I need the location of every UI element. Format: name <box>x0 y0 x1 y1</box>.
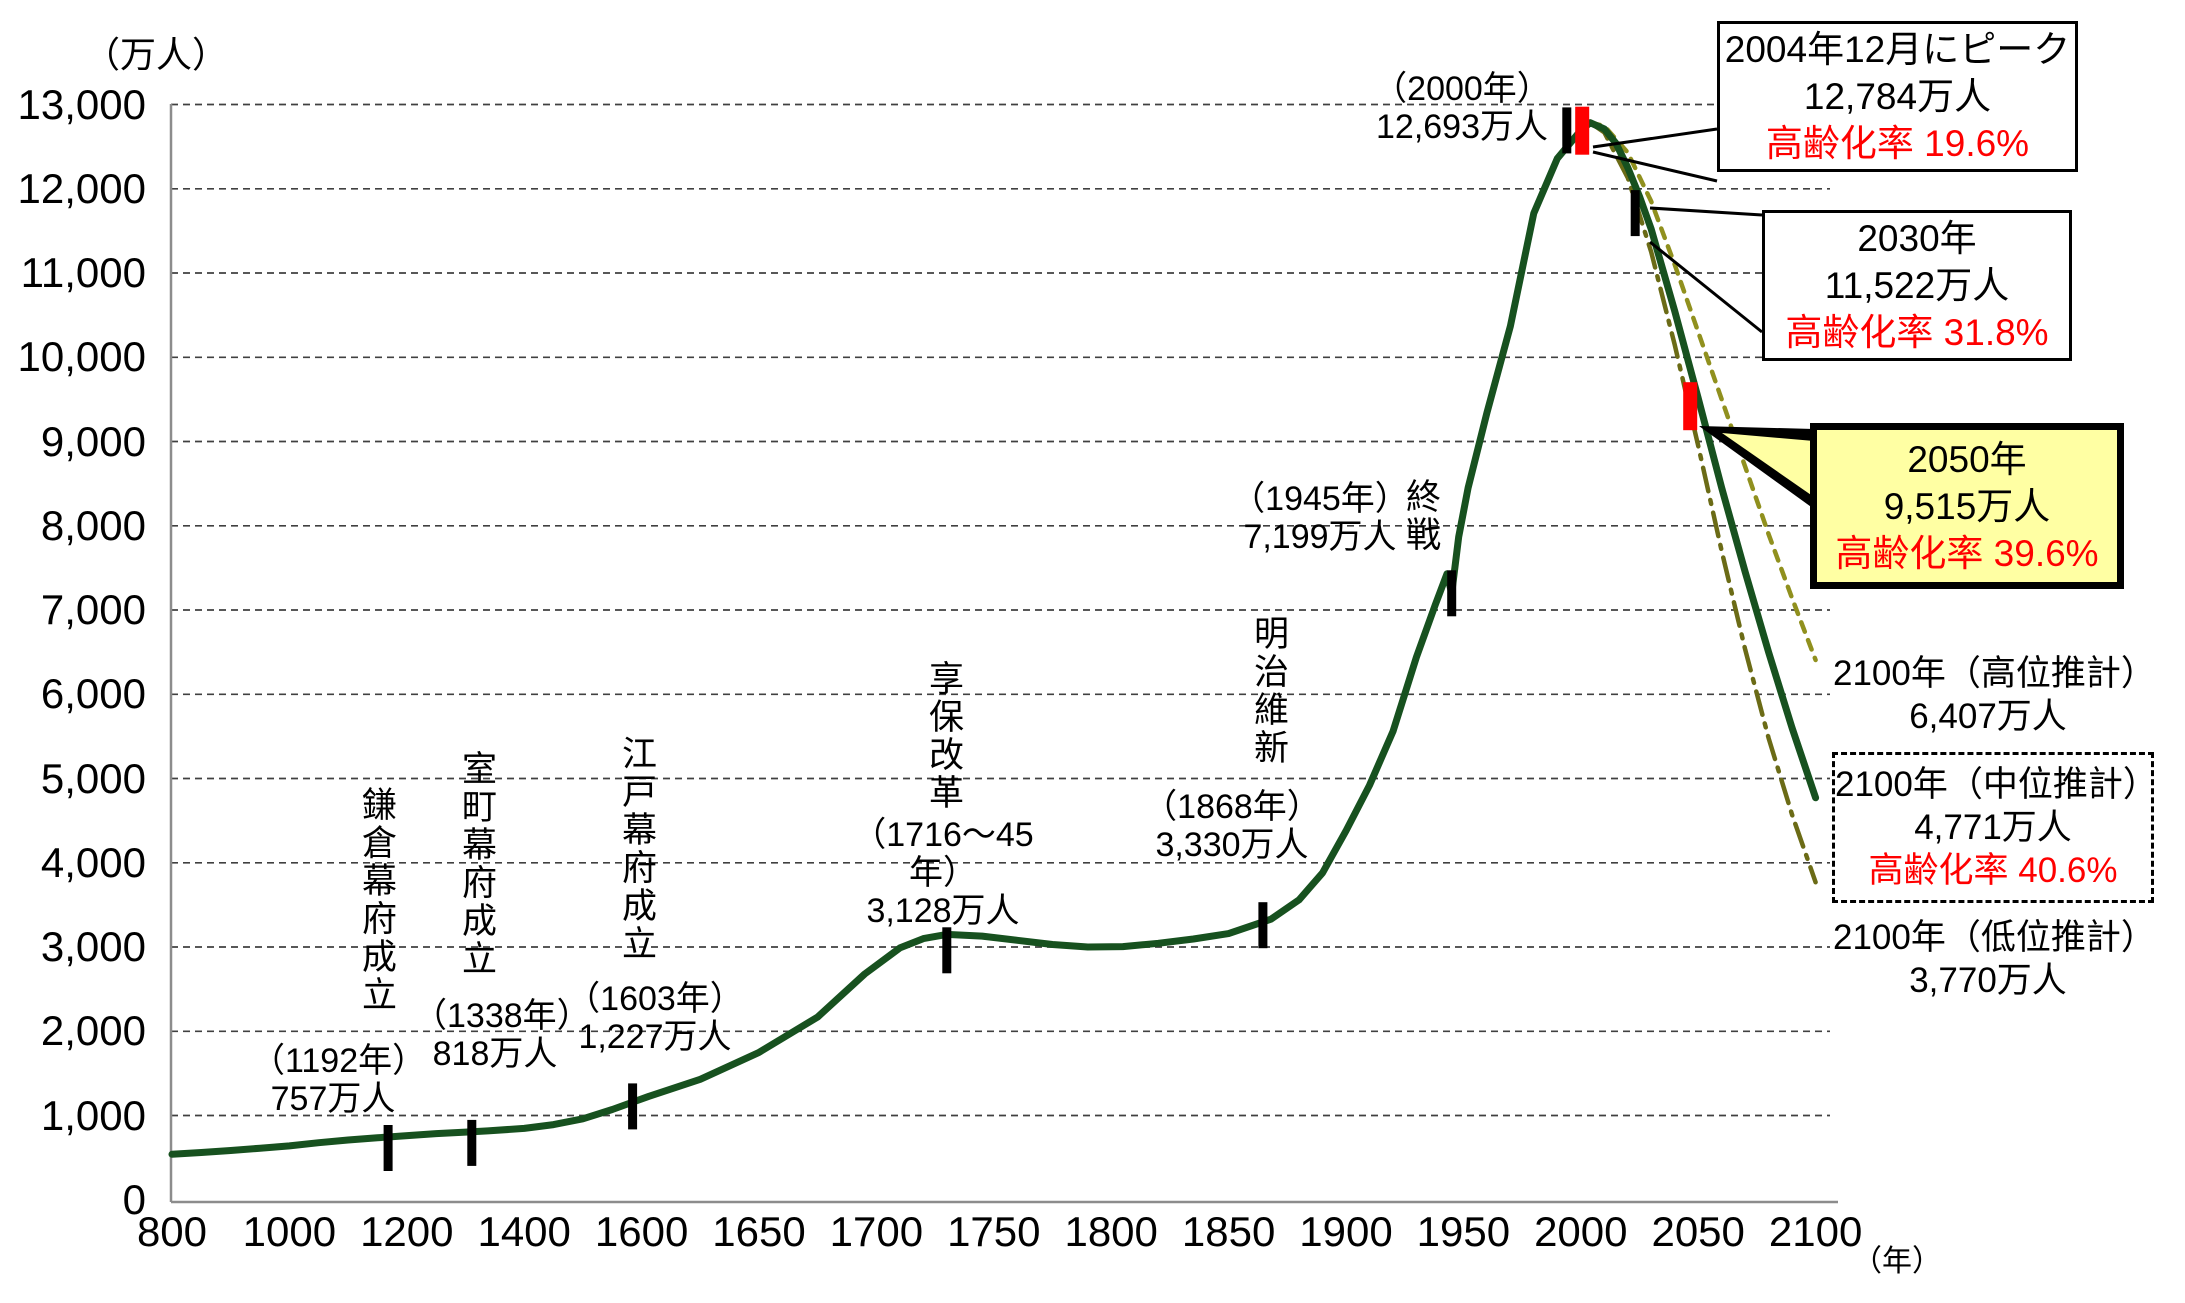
projection-population: 3,770万人 <box>1909 961 2067 1000</box>
y-axis-unit-label: （万人） <box>84 34 229 75</box>
y-tick-label: 12,000 <box>17 164 146 212</box>
callout-title: 2050年 <box>1907 438 2027 480</box>
event-pop-note: 3,128万人 <box>866 892 1020 930</box>
x-tick-label: 1950 <box>1416 1208 1511 1255</box>
event-title-end-of-wwii: 終戦 <box>1401 478 1440 554</box>
event-note-edo: （1603年） 1,227万人 <box>560 980 750 1056</box>
event-year-note: （1716～45年） <box>852 816 1034 892</box>
event-pop-note: 3,330万人 <box>1155 826 1309 864</box>
y-tick-label: 9,000 <box>40 417 146 465</box>
x-tick-label: 2050 <box>1651 1208 1745 1255</box>
projection-population: 4,771万人 <box>1914 808 2072 847</box>
y-tick-label: 6,000 <box>40 670 146 718</box>
x-tick-label: 1850 <box>1181 1208 1276 1255</box>
x-tick-label: 1900 <box>1299 1208 1393 1255</box>
callout-title: 2030年 <box>1857 218 1977 259</box>
y-tick-label: 13,000 <box>17 80 146 128</box>
callout-leader-lines <box>1592 127 1763 334</box>
event-title-kyoho-reforms: 享保改革 <box>924 660 963 812</box>
projection-population: 6,407万人 <box>1909 697 2067 736</box>
projection-title: 2100年（低位推計） <box>1833 918 2156 957</box>
label-2100-low-projection: 2100年（低位推計） 3,770万人 <box>1833 916 2156 1002</box>
projection-title: 2100年（中位推計） <box>1835 765 2158 804</box>
y-tick-label: 3,000 <box>40 923 146 971</box>
event-note-kamakura: （1192年） 757万人 <box>251 1042 427 1118</box>
event-pop-note: 818万人 <box>432 1035 558 1073</box>
callout-population: 9,515万人 <box>1883 485 2051 527</box>
y-tick-label: 11,000 <box>20 249 146 297</box>
event-year-note: （1192年） <box>251 1042 427 1080</box>
event-tick-markers <box>383 107 1640 1171</box>
series-high-projection <box>1587 120 1818 663</box>
projection-title: 2100年（高位推計） <box>1833 654 2156 693</box>
x-axis-unit-label: （年） <box>1852 1245 1942 1278</box>
callout-aging-rate: 高齢化率 19.6% <box>1765 123 2030 164</box>
callout-aging-rate: 高齢化率 31.8% <box>1785 312 2049 353</box>
event-title-kamakura-shogunate: 鎌倉幕府成立 <box>357 786 396 1014</box>
x-tick-label: 1600 <box>594 1208 689 1255</box>
event-note-muromachi: （1338年） 818万人 <box>413 997 591 1073</box>
x-tick-label: 1000 <box>242 1208 337 1255</box>
y-tick-label: 2,000 <box>40 1007 146 1055</box>
x-tick-label: 2000 <box>1534 1208 1628 1255</box>
label-2100-high-projection: 2100年（高位推計） 6,407万人 <box>1833 652 2156 738</box>
callout-2050-pointer <box>1699 426 1814 509</box>
series-low-projection <box>1587 120 1818 885</box>
x-tick-label: 1400 <box>477 1208 571 1255</box>
y-tick-label: 1,000 <box>40 1091 146 1139</box>
event-year-note: （1945年） <box>1231 480 1409 518</box>
callout-peak-2004: 2004年12月にピーク 12,784万人 高齢化率 19.6% <box>1717 21 2078 172</box>
event-pop-note: 757万人 <box>270 1080 396 1118</box>
callout-2030: 2030年 11,522万人 高齢化率 31.8% <box>1762 210 2072 361</box>
event-year-note: （1868年） <box>1143 788 1321 826</box>
y-tick-label: 5,000 <box>40 754 146 802</box>
event-note-end-of-wwii: （1945年） 7,199万人 <box>1230 480 1410 556</box>
event-pop-note: 7,199万人 <box>1243 518 1397 556</box>
red-highlight-markers <box>1575 106 1698 431</box>
y-tick-label: 4,000 <box>40 838 146 886</box>
event-pop-note: 1,227万人 <box>578 1018 732 1056</box>
event-note-meiji: （1868年） 3,330万人 <box>1132 788 1332 864</box>
callout-2050-highlight: 2050年 9,515万人 高齢化率 39.6% <box>1810 423 2124 589</box>
axes <box>169 104 1838 1204</box>
x-tick-label: 1200 <box>360 1208 454 1255</box>
event-title-muromachi-shogunate: 室町幕府成立 <box>457 750 496 978</box>
x-tick-label: 2100 <box>1768 1208 1863 1255</box>
x-tick-label: 1750 <box>947 1208 1041 1255</box>
x-tick-label: 1700 <box>829 1208 924 1255</box>
x-tick-label: 800 <box>136 1208 208 1255</box>
gridlines <box>171 103 1830 1117</box>
event-note-kyoho: （1716～45年） 3,128万人 <box>835 816 1051 930</box>
label-2100-medium-projection: 2100年（中位推計） 4,771万人 高齢化率 40.6% <box>1832 752 2158 903</box>
callout-title: 2004年12月にピーク <box>1724 29 2071 70</box>
y-tick-label: 8,000 <box>40 501 146 549</box>
callout-aging-rate: 高齢化率 39.6% <box>1835 532 2099 574</box>
y-tick-label: 0 <box>122 1175 146 1223</box>
event-title-edo-shogunate: 江戸幕府成立 <box>617 735 656 963</box>
event-year-note: （1603年） <box>566 980 744 1018</box>
callout-population: 12,784万人 <box>1803 76 1992 117</box>
projection-aging-rate: 高齢化率 40.6% <box>1868 851 2118 890</box>
x-tick-label: 1800 <box>1064 1208 1158 1255</box>
event-pop-note: 12,693万人 <box>1376 108 1548 146</box>
y-tick-label: 7,000 <box>40 586 146 634</box>
event-year-note: （1338年） <box>413 997 591 1035</box>
y-tick-label: 10,000 <box>17 333 146 381</box>
annotation-year-2000: （2000年） 12,693万人 <box>1372 70 1552 146</box>
x-tick-label: 1650 <box>712 1208 806 1255</box>
event-title-meiji-restoration: 明治維新 <box>1249 615 1288 767</box>
event-year-note: （2000年） <box>1373 70 1551 108</box>
callout-population: 11,522万人 <box>1824 265 2010 306</box>
